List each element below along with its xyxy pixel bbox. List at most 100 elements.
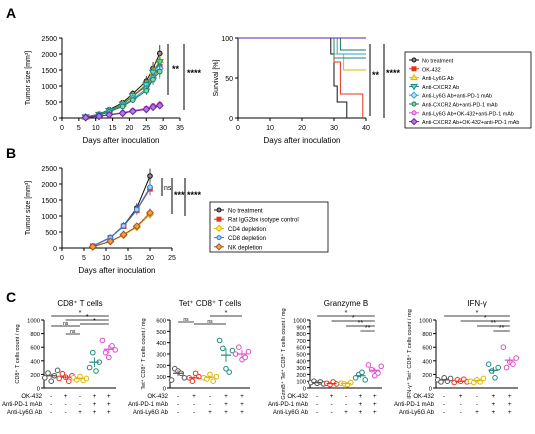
data-point: [210, 378, 216, 385]
sig-label: **: [372, 70, 380, 80]
y-axis-label: IFN-γ⁺ Tet⁺ CD8⁺ T cells count / mg: [406, 309, 413, 398]
y-tick-label: 2500: [41, 36, 57, 43]
data-point: [480, 375, 487, 382]
treatment-label: OK-432: [413, 394, 434, 400]
treatment-sign: -: [177, 409, 179, 416]
sig-label: **: [365, 325, 371, 332]
treatment-sign: -: [193, 401, 195, 408]
y-tick-label: 500: [296, 353, 306, 359]
legend-label: No treatment: [422, 59, 454, 65]
y-tick-label: 2000: [41, 52, 57, 59]
y-axis-label: GzmB⁺ Tet⁺ CD8⁺ T cells count / mg: [280, 308, 287, 399]
treatment-sign: -: [460, 401, 462, 408]
data-point: [106, 237, 115, 246]
treatment-sign: -: [443, 409, 445, 416]
y-tick-label: 600: [422, 346, 432, 352]
data-point: [54, 367, 61, 374]
data-point: [485, 361, 492, 368]
treatment-sign: -: [209, 393, 211, 400]
data-point: [112, 347, 118, 353]
data-point: [42, 375, 48, 381]
treatment-sign: +: [107, 401, 111, 408]
treatment-label: Anti-Ly6G Ab: [399, 410, 435, 416]
data-point: [220, 345, 226, 352]
treatment-sign: +: [192, 393, 196, 400]
x-tick-label: 30: [159, 125, 167, 132]
sig-label: ****: [187, 68, 202, 78]
sig-label: ****: [386, 68, 401, 78]
data-point: [510, 361, 516, 368]
data-point: [192, 370, 199, 377]
chart-title: Granzyme B: [324, 299, 368, 308]
data-point: [495, 364, 502, 371]
y-tick-label: 200: [296, 373, 306, 379]
legend-depletion: No treatment Rat IgG2bκ isotype control CD…: [209, 201, 329, 253]
legend-marker: [410, 83, 418, 91]
data-point: [245, 348, 252, 355]
treatment-sign: -: [79, 393, 81, 400]
data-point: [216, 337, 223, 344]
treatment-sign: -: [460, 409, 462, 416]
chart-tumor-growth: 0 500 1000 1500 2000 2500 0 5 10 15 20 25 30 35 Days a…: [25, 36, 202, 145]
treatment-sign: -: [345, 393, 347, 400]
legend-label: Anti-CXCR2 Ab+anti-PD-1 mAb: [422, 103, 498, 109]
data-point: [147, 184, 153, 190]
y-axis-label: Tumor size [mm³]: [25, 181, 32, 235]
data-point: [145, 208, 155, 217]
legend-marker: [410, 73, 418, 81]
treatment-sign: -: [316, 409, 318, 416]
x-tick-label: 0: [60, 255, 64, 262]
treatment-sign: +: [359, 393, 363, 400]
sig-label: ****: [187, 190, 202, 200]
x-axis-label: Days after inoculation: [79, 266, 156, 275]
data-point: [365, 362, 372, 368]
data-point: [95, 112, 104, 121]
treatment-label: Anti-PD-1 mAb: [128, 402, 169, 408]
treatment-sign: +: [373, 401, 377, 408]
treatment-sign: +: [373, 409, 377, 416]
treatment-label: OK-432: [287, 394, 308, 400]
data-point: [99, 337, 106, 344]
y-tick-label: 200: [30, 373, 40, 379]
data-point: [45, 370, 51, 376]
legend-label: Anti-Ly6G Ab+OK-432+anti-PD-1 mAb: [422, 111, 514, 117]
treatment-label: Anti-Ly6G Ab: [133, 410, 169, 416]
treatment-sign: +: [78, 409, 82, 416]
treatment-sign: -: [50, 401, 52, 408]
panel-label-c: C: [6, 289, 16, 305]
data-point: [56, 375, 63, 382]
legend-label: Rat IgG2bκ isotype control: [228, 218, 299, 224]
y-axis-label: Tumor size [mm³]: [25, 51, 32, 105]
treatment-label: Anti-PD-1 mAb: [2, 402, 43, 408]
sig-label: *: [484, 315, 487, 322]
treatment-sign: +: [93, 401, 97, 408]
legend-treatments: No treatment OK-432 Anti-Ly6G Ab Anti-CXCR2…: [404, 51, 532, 129]
legend-box: [209, 201, 329, 253]
data-point: [130, 97, 136, 103]
treatment-sign: +: [224, 393, 228, 400]
treatment-sign: +: [107, 409, 111, 416]
data-point: [447, 375, 454, 382]
sig-label: *: [476, 310, 479, 317]
y-tick-label: 200: [422, 373, 432, 379]
chart-survival: 0 50 100 0 10 20 30 40 Days after inoculation Sur…: [213, 36, 401, 145]
data-point: [105, 110, 114, 119]
treatment-sign: +: [93, 409, 97, 416]
treatment-sign: +: [208, 409, 212, 416]
y-tick-label: 1000: [27, 319, 40, 325]
data-point: [168, 377, 175, 383]
treatment-sign: +: [93, 393, 97, 400]
y-tick-label: 1000: [419, 319, 432, 325]
treatment-sign: -: [476, 401, 478, 408]
legend-label: NK depletion: [228, 245, 262, 251]
treatment-sign: +: [240, 393, 244, 400]
y-tick-label: 300: [296, 366, 306, 372]
survival-curve: [238, 37, 348, 118]
treatment-sign: -: [316, 401, 318, 408]
y-tick-label: 100: [221, 36, 233, 43]
treatment-sign: +: [492, 393, 496, 400]
data-point: [236, 344, 242, 351]
x-tick-label: 20: [146, 255, 154, 262]
y-tick-label: 800: [296, 332, 306, 338]
treatment-sign: -: [345, 401, 347, 408]
